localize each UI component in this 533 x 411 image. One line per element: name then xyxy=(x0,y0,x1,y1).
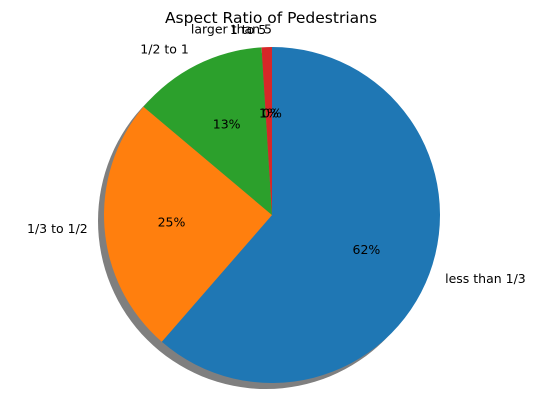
slice-pct-larger-than-5: 0% xyxy=(262,106,282,121)
slice-pct-1-2-to-1: 13% xyxy=(213,116,241,131)
slice-label-1-3-to-1-2: 1/3 to 1/2 xyxy=(27,221,88,236)
slice-pct-1-to-5: 1% xyxy=(259,106,279,121)
chart-title: Aspect Ratio of Pedestrians xyxy=(165,9,377,27)
slice-pct-1-3-to-1-2: 25% xyxy=(158,214,186,229)
pie-slice-1-to-5 xyxy=(261,47,272,215)
slice-label-less-than-1-3: less than 1/3 xyxy=(445,271,526,286)
slice-pct-less-than-1-3: 62% xyxy=(353,242,381,257)
slice-label-1-2-to-1: 1/2 to 1 xyxy=(140,41,189,56)
pie-slice-less-than-1-3 xyxy=(161,47,441,384)
pie-slice-1-2-to-1 xyxy=(143,47,272,215)
slice-label-larger-than-5: larger than 5 xyxy=(191,22,272,37)
pie-slice-1-3-to-1-2 xyxy=(104,106,272,342)
slice-label-1-to-5: 1 to 5 xyxy=(230,22,266,37)
pie-slices xyxy=(104,47,441,384)
pie-labels: less than 1/3 62% 1/3 to 1/2 25% 1/2 to 1 13%… xyxy=(27,22,526,287)
